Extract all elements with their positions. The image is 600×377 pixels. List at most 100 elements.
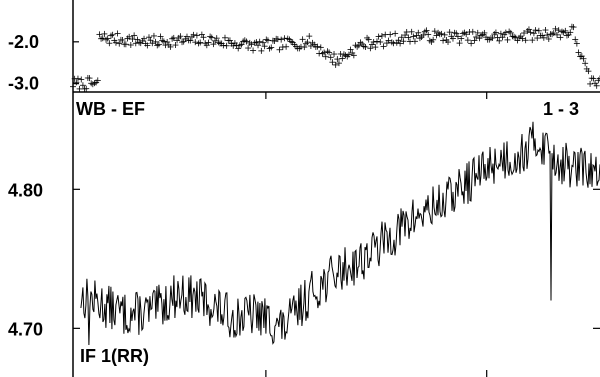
scatter-point [516,34,523,41]
scatter-point [392,30,399,37]
scatter-point [550,30,557,37]
scatter-point [335,60,342,67]
scatter-point [221,34,228,41]
scatter-point [119,36,126,43]
scatter-point [587,80,594,87]
scatter-point [198,31,205,38]
scatter-point [241,37,248,44]
top-y-tick-label: -2.0 [8,32,39,52]
scatter-point [220,42,227,49]
scatter-point [397,40,404,47]
scatter-point [597,75,600,82]
scatter-point [195,40,202,47]
scatter-point [471,37,478,44]
scatter-point [582,60,589,67]
scatter-point [101,30,108,37]
scatter-point [107,32,114,39]
scatter-point [479,31,486,38]
scatter-point [91,80,98,87]
scatter-point [426,37,433,44]
scatter-point [395,37,402,44]
scatter-point [511,33,518,40]
scatter-point [94,77,101,84]
scatter-point [416,35,423,42]
scatter-point [454,33,461,40]
scatter-point [205,39,212,46]
scatter-point [339,55,346,62]
scatter-point [449,35,456,42]
scatter-point [106,40,113,47]
bottom-panel: 4.70 4.80 WB - EF 1 - 3 IF 1(RR) [8,92,600,377]
scatter-point [415,29,422,36]
scatter-point [278,36,285,43]
scatter-point [347,46,354,53]
scatter-point [572,36,579,43]
scatter-point [126,33,133,40]
scatter-point [283,43,290,50]
scatter-point [456,40,463,47]
panel-label-top-right: 1 - 3 [543,99,579,119]
scatter-point [164,38,171,45]
scatter-point [112,39,119,46]
scatter-point [169,35,176,42]
scatter-point [284,35,291,42]
scatter-point [530,30,537,37]
scatter-point [70,83,76,90]
scatter-point [468,40,475,47]
scatter-point [96,31,103,38]
scatter-point [364,34,371,41]
scatter-point [157,33,164,40]
scatter-point [307,42,314,49]
scatter-point [326,49,333,56]
scatter-point [554,31,561,38]
scatter-point [207,33,214,40]
scatter-point [504,36,511,43]
scatter-point [575,49,582,56]
scatter-point [223,42,230,49]
scatter-point [388,39,395,46]
scatter-point [438,30,445,37]
scatter-point [362,43,369,50]
scatter-point [114,30,121,37]
scatter-point [461,29,468,36]
scatter-point [459,30,466,37]
scatter-point [585,68,592,75]
scatter-point [405,34,412,41]
scatter-point [131,32,138,39]
scatter-point [268,44,275,51]
scatter-point [563,32,570,39]
scatter-point [545,36,552,43]
scatter-point [122,41,129,48]
scatter-point [562,27,569,34]
scatter-point [255,42,262,49]
scatter-point [238,41,245,48]
bottom-y-tick-label: 4.70 [8,319,43,339]
scatter-point [314,43,321,50]
scatter-point [109,31,116,38]
scatter-point [141,35,148,42]
scatter-point [172,42,179,49]
top-y-tick-label: -3.0 [8,74,39,94]
scatter-point [464,37,471,44]
scatter-point [357,39,364,46]
scatter-point [208,34,215,41]
scatter-point [431,28,438,35]
scatter-point [549,31,556,38]
scatter-point [529,37,536,44]
scatter-point [250,47,257,54]
scatter-point [421,28,428,35]
scatter-point [567,29,574,36]
scatter-point [544,32,551,39]
scatter-point [79,82,86,89]
scatter-point [557,34,564,41]
bottom-y-ticks: 4.70 4.80 [8,180,600,339]
scatter-point [420,32,427,39]
scatter-point [534,35,541,42]
scatter-point [573,40,580,47]
scatter-point [187,37,194,44]
scatter-point [540,34,547,41]
scatter-point [193,32,200,39]
scatter-point [365,36,372,43]
scatter-point [509,33,516,40]
scatter-point [226,37,233,44]
